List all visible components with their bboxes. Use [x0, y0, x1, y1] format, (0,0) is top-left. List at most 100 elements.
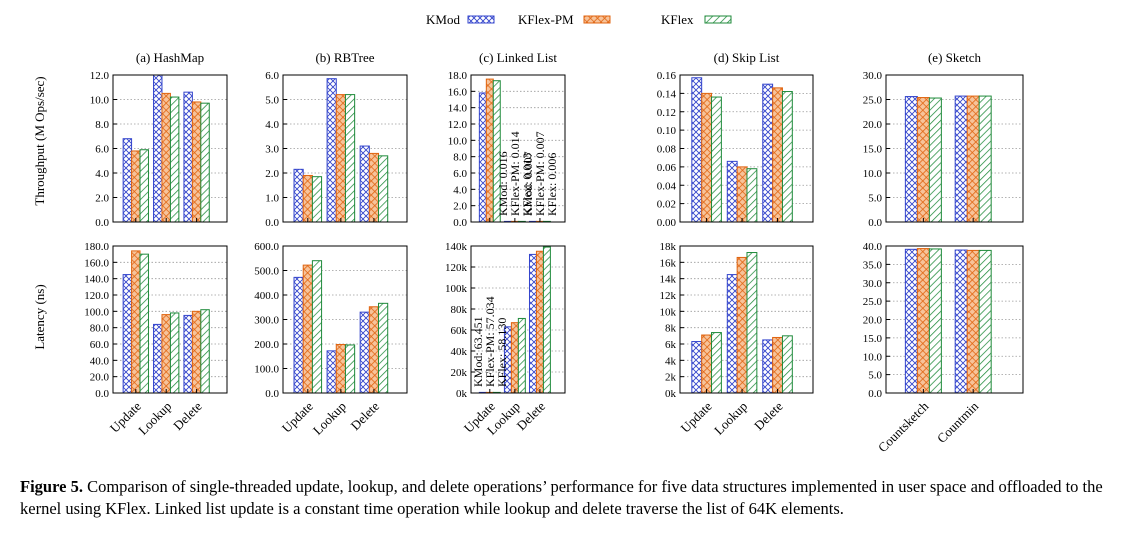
- bar-update-1: [131, 250, 141, 394]
- y-tick-label: 0.0: [95, 217, 109, 229]
- bar-update-0: [293, 168, 304, 223]
- bar-countsketch-2: [928, 97, 942, 223]
- bar-update-2: [139, 253, 149, 394]
- caption-label: Figure 5.: [20, 477, 83, 496]
- bar-delete-2: [781, 91, 793, 223]
- y-tick-label: 0.0: [868, 388, 882, 400]
- bar-countsketch-0: [904, 248, 918, 394]
- y-tick-label: 80k: [451, 304, 468, 316]
- chart-title: (c) Linked List: [479, 50, 557, 65]
- y-tick-label: 6k: [665, 339, 677, 351]
- bar-update-2: [311, 176, 323, 223]
- y-tick-label: 10.0: [448, 135, 468, 147]
- bar-update-0: [691, 341, 703, 394]
- bar-delete-2: [378, 302, 389, 394]
- bar-update-2: [311, 260, 323, 394]
- y-tick-label: 12k: [660, 290, 677, 302]
- y-tick-label: 0.04: [657, 180, 677, 192]
- x-tick-label: Lookup: [135, 399, 174, 438]
- bar-lookup-0: [153, 323, 163, 394]
- y-tick-label: 5.0: [868, 193, 882, 205]
- x-tick-label: Update: [678, 398, 715, 435]
- bar-update-1: [701, 92, 713, 223]
- bar-lookup-0: [326, 78, 337, 223]
- chart-latency-4: 0.0 5.0 10.0 15.0 20.0 25.0 30.0 35.0 40.0 Counts…: [863, 241, 1024, 455]
- chart-throughput-0: (a) HashMap 0.0 2.0 4.0 6.0 8.0 10.0 12.0: [90, 50, 228, 229]
- plot-frame: [470, 74, 566, 223]
- chart-throughput-4: (e) Sketch 0.0 5.0 10.0 15.0 20.0 25.0 30.0: [863, 50, 1024, 229]
- bar-lookup-0: [726, 160, 738, 223]
- x-tick-label: Delete: [347, 398, 382, 433]
- bar-delete-0: [359, 311, 370, 394]
- y-tick-label: 10.0: [863, 168, 883, 180]
- bar-countsketch-1: [916, 97, 930, 223]
- y-tick-label: 60k: [451, 325, 468, 337]
- y-tick-label: 16.0: [448, 86, 468, 98]
- bar-delete-2: [200, 309, 210, 394]
- y-tick-label: 0k: [665, 388, 677, 400]
- y-tick-label: 100k: [445, 283, 468, 295]
- y-tick-label: 35.0: [863, 259, 883, 271]
- y-tick-label: 30.0: [863, 278, 883, 290]
- bar-lookup-0: [726, 274, 738, 394]
- bar-delete-2: [542, 246, 551, 394]
- bar-countmin-0: [954, 95, 968, 223]
- bar-lookup-2: [746, 252, 758, 394]
- bar-countsketch-0: [904, 96, 918, 223]
- caption-text: Comparison of single-threaded update, lo…: [20, 477, 1103, 518]
- y-tick-label: 2.0: [265, 168, 279, 180]
- plot-frame: [112, 245, 228, 394]
- y-tick-label: 12.0: [448, 119, 468, 131]
- y-tick-label: 6.0: [453, 168, 467, 180]
- y-tick-label: 0.02: [657, 199, 676, 211]
- y-tick-label: 100.0: [84, 306, 109, 318]
- y-tick-label: 10.0: [863, 351, 883, 363]
- y-tick-label: 200.0: [254, 339, 279, 351]
- y-tick-label: 40k: [451, 346, 468, 358]
- y-tick-label: 40.0: [90, 355, 110, 367]
- bar-lookup-2: [746, 168, 758, 223]
- bar-delete-0: [183, 91, 193, 223]
- bar-delete-1: [191, 101, 202, 223]
- legend-label-0: KMod: [426, 12, 460, 27]
- annotation-text: KFlex: 58.130: [495, 318, 509, 387]
- bar-delete-2: [781, 335, 793, 394]
- y-tick-label: 80.0: [90, 323, 110, 335]
- bar-update-0: [478, 92, 487, 223]
- chart-throughput-3: (d) Skip List 0.00 0.02 0.04 0.06 0.08 0.10 0.1…: [657, 50, 814, 229]
- annotation-text: KMod: 63.451: [471, 316, 485, 387]
- plot-frame: [112, 74, 228, 223]
- bar-delete-0: [762, 83, 774, 223]
- legend-label-1: KFlex-PM: [518, 12, 574, 27]
- y-tick-label: 15.0: [863, 144, 883, 156]
- x-tick-label: Delete: [513, 398, 548, 433]
- legend-swatch-1: [583, 15, 611, 24]
- y-tick-label: 0.14: [657, 88, 677, 100]
- bar-update-1: [302, 264, 313, 394]
- annotation-text: KFlex-PM: 57.034: [483, 296, 497, 387]
- bar-delete-2: [200, 102, 210, 223]
- y-tick-label: 400.0: [254, 290, 279, 302]
- bar-lookup-2: [344, 344, 356, 394]
- y-tick-label: 12.0: [90, 70, 110, 82]
- plot-frame: [282, 245, 408, 394]
- bar-lookup-2: [169, 96, 180, 223]
- y-axis-label-throughput: Throughput (M Ops/sec): [32, 76, 47, 205]
- y-tick-label: 4k: [665, 355, 677, 367]
- y-tick-label: 18k: [660, 241, 677, 253]
- y-tick-label: 18.0: [448, 70, 468, 82]
- bar-update-1: [302, 174, 313, 223]
- bar-countmin-2: [978, 95, 992, 223]
- y-tick-label: 0k: [456, 388, 468, 400]
- y-tick-label: 0.0: [95, 388, 109, 400]
- chart-title: (a) HashMap: [136, 50, 204, 65]
- bar-lookup-1: [736, 166, 748, 223]
- x-tick-label: Countsketch: [875, 398, 932, 455]
- y-tick-label: 8k: [665, 323, 677, 335]
- y-tick-label: 0.00: [657, 217, 677, 229]
- annotation-text: KMod: 0.007: [521, 151, 535, 216]
- y-tick-label: 0.0: [453, 217, 467, 229]
- bar-countmin-2: [978, 249, 992, 394]
- bar-delete-2: [378, 155, 389, 223]
- bar-lookup-1: [161, 314, 171, 394]
